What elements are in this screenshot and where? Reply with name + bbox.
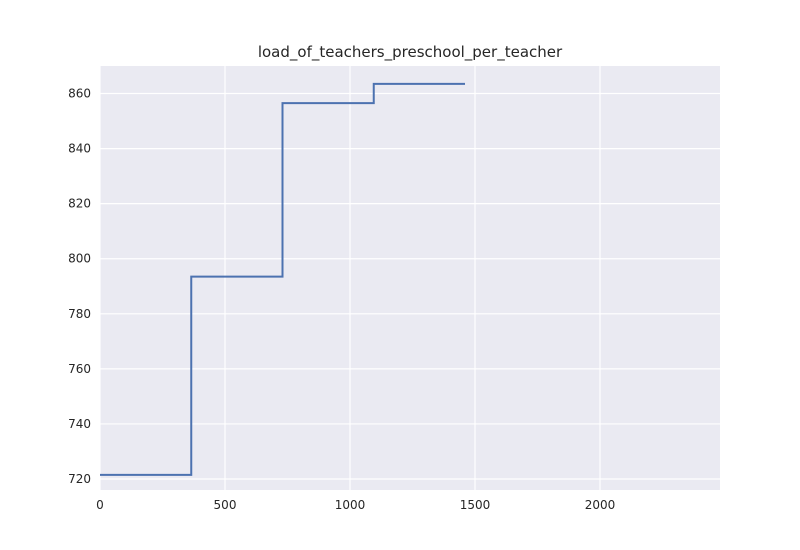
grid	[99, 66, 720, 490]
y-tick-label: 760	[68, 362, 91, 376]
y-tick-label: 720	[68, 472, 91, 486]
plot-background	[100, 66, 720, 490]
x-axis: 0 500 1000 1500 2000	[96, 498, 615, 512]
y-tick-label: 800	[68, 252, 91, 266]
y-tick-label: 860	[68, 87, 91, 101]
y-axis: 720 740 760 780 800 820 840 860	[68, 87, 91, 486]
y-tick-label: 820	[68, 197, 91, 211]
series-line	[100, 82, 465, 476]
chart-title: load_of_teachers_preschool_per_teacher	[258, 43, 563, 62]
x-tick-label: 1500	[460, 498, 491, 512]
y-tick-label: 780	[68, 307, 91, 321]
series-layer	[100, 82, 465, 476]
y-tick-label: 840	[68, 142, 91, 156]
x-tick-label: 500	[214, 498, 237, 512]
x-tick-label: 0	[96, 498, 104, 512]
x-tick-label: 2000	[585, 498, 616, 512]
x-tick-label: 1000	[335, 498, 366, 512]
y-tick-label: 740	[68, 417, 91, 431]
